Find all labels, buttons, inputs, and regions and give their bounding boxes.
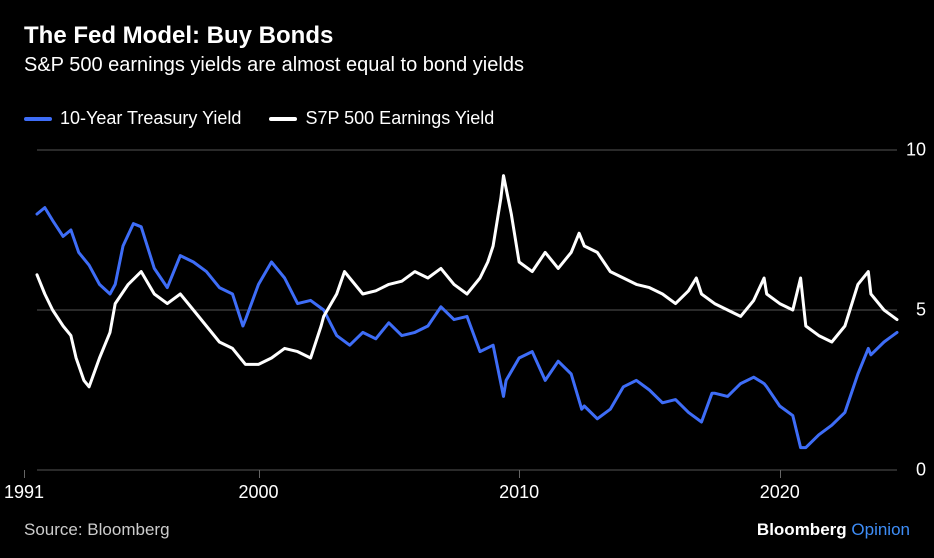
legend-label-treasury: 10-Year Treasury Yield	[60, 108, 241, 129]
x-axis-label: 2010	[499, 482, 539, 503]
y-axis-label: 0	[916, 460, 926, 481]
legend-item-treasury: 10-Year Treasury Yield	[24, 108, 241, 129]
x-axis-tick	[259, 470, 260, 478]
legend-item-earnings: S7P 500 Earnings Yield	[269, 108, 494, 129]
y-axis-label: 5	[916, 300, 926, 321]
x-axis-label: 1991	[4, 482, 44, 503]
chart-title: The Fed Model: Buy Bonds	[24, 22, 524, 50]
x-axis-tick	[519, 470, 520, 478]
series-earnings	[37, 176, 897, 387]
x-axis-label: 2000	[239, 482, 279, 503]
series-treasury	[37, 208, 897, 448]
legend-swatch-treasury	[24, 117, 52, 121]
y-axis-label: 10	[906, 140, 926, 161]
chart-subtitle: S&P 500 earnings yields are almost equal…	[24, 54, 524, 77]
legend-swatch-earnings	[269, 117, 297, 121]
chart-source: Source: Bloomberg	[24, 520, 170, 540]
brand-name: Bloomberg	[757, 520, 847, 539]
chart-header: The Fed Model: Buy Bonds S&P 500 earning…	[24, 22, 524, 77]
chart-plot	[24, 150, 910, 470]
x-axis-label: 2020	[760, 482, 800, 503]
brand-accent: Opinion	[851, 520, 910, 539]
brand-label: Bloomberg Opinion	[757, 520, 910, 540]
chart-legend: 10-Year Treasury Yield S7P 500 Earnings …	[24, 108, 494, 129]
chart-container: The Fed Model: Buy Bonds S&P 500 earning…	[0, 0, 934, 558]
x-axis-tick	[24, 470, 25, 478]
legend-label-earnings: S7P 500 Earnings Yield	[305, 108, 494, 129]
x-axis-tick	[780, 470, 781, 478]
plot-svg	[24, 150, 910, 470]
